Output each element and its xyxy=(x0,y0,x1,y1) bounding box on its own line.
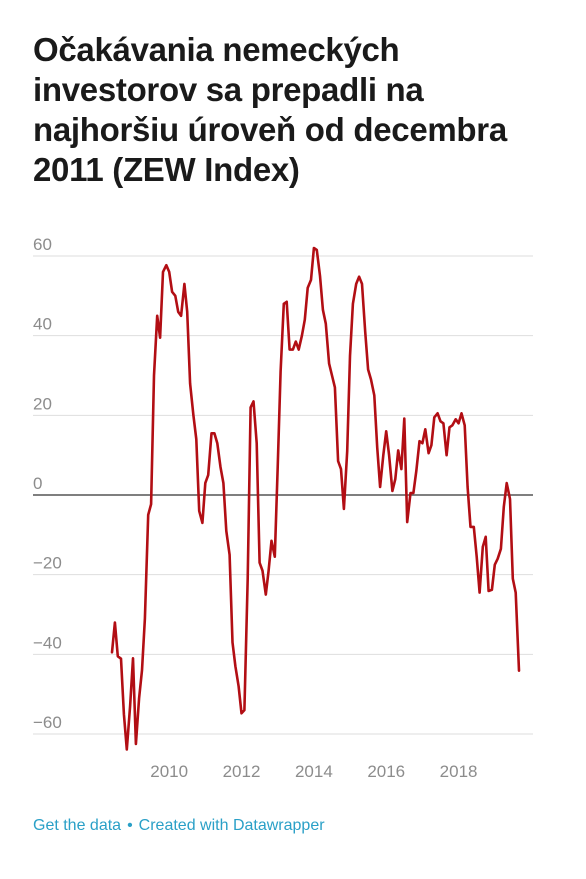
y-tick-label: −40 xyxy=(33,633,62,652)
x-tick-label: 2014 xyxy=(295,762,333,781)
x-tick-label: 2012 xyxy=(223,762,261,781)
datawrapper-link[interactable]: Created with Datawrapper xyxy=(138,817,325,834)
y-tick-label: 60 xyxy=(33,235,52,254)
footer: Get the data • Created with Datawrapper xyxy=(33,817,325,835)
footer-separator: • xyxy=(127,817,133,834)
y-tick-label: 40 xyxy=(33,315,52,334)
get-the-data-link[interactable]: Get the data xyxy=(33,817,122,834)
y-tick-label: 0 xyxy=(33,474,42,493)
zew-index-line xyxy=(110,246,521,751)
y-tick-label: 20 xyxy=(33,394,52,413)
x-tick-label: 2018 xyxy=(440,762,478,781)
y-tick-label: −20 xyxy=(33,554,62,573)
series-lines xyxy=(110,246,521,751)
y-tick-label: −60 xyxy=(33,713,62,732)
x-tick-label: 2010 xyxy=(150,762,188,781)
y-axis: 60 40 20 0 −20 −40 −60 xyxy=(33,235,62,732)
x-axis: 2010 2012 2014 2016 2018 xyxy=(150,762,477,781)
chart-title: Očakávania nemeckých investorov sa prepa… xyxy=(33,31,507,188)
line-chart: 60 40 20 0 −20 −40 −60 2010 2012 2014 2016 2018 xyxy=(33,235,533,781)
x-tick-label: 2016 xyxy=(367,762,405,781)
